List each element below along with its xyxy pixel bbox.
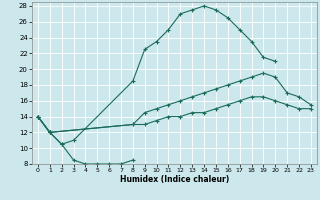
X-axis label: Humidex (Indice chaleur): Humidex (Indice chaleur) <box>120 175 229 184</box>
